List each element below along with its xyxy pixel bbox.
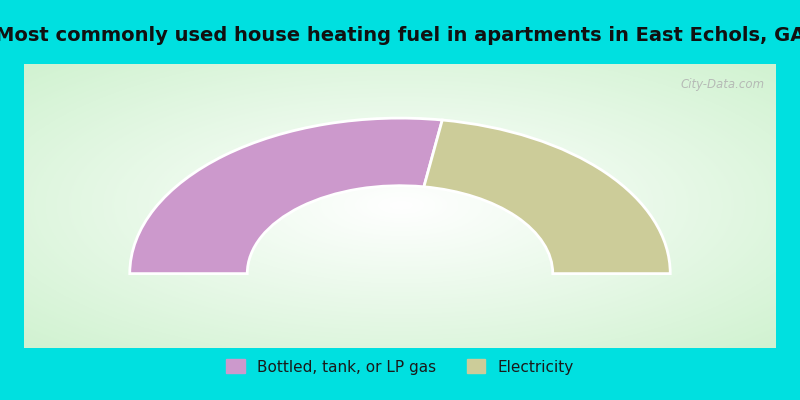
Legend: Bottled, tank, or LP gas, Electricity: Bottled, tank, or LP gas, Electricity [226, 360, 574, 374]
Text: Most commonly used house heating fuel in apartments in East Echols, GA: Most commonly used house heating fuel in… [0, 26, 800, 45]
Text: City-Data.com: City-Data.com [680, 78, 764, 90]
Wedge shape [424, 120, 670, 274]
Wedge shape [130, 118, 442, 274]
